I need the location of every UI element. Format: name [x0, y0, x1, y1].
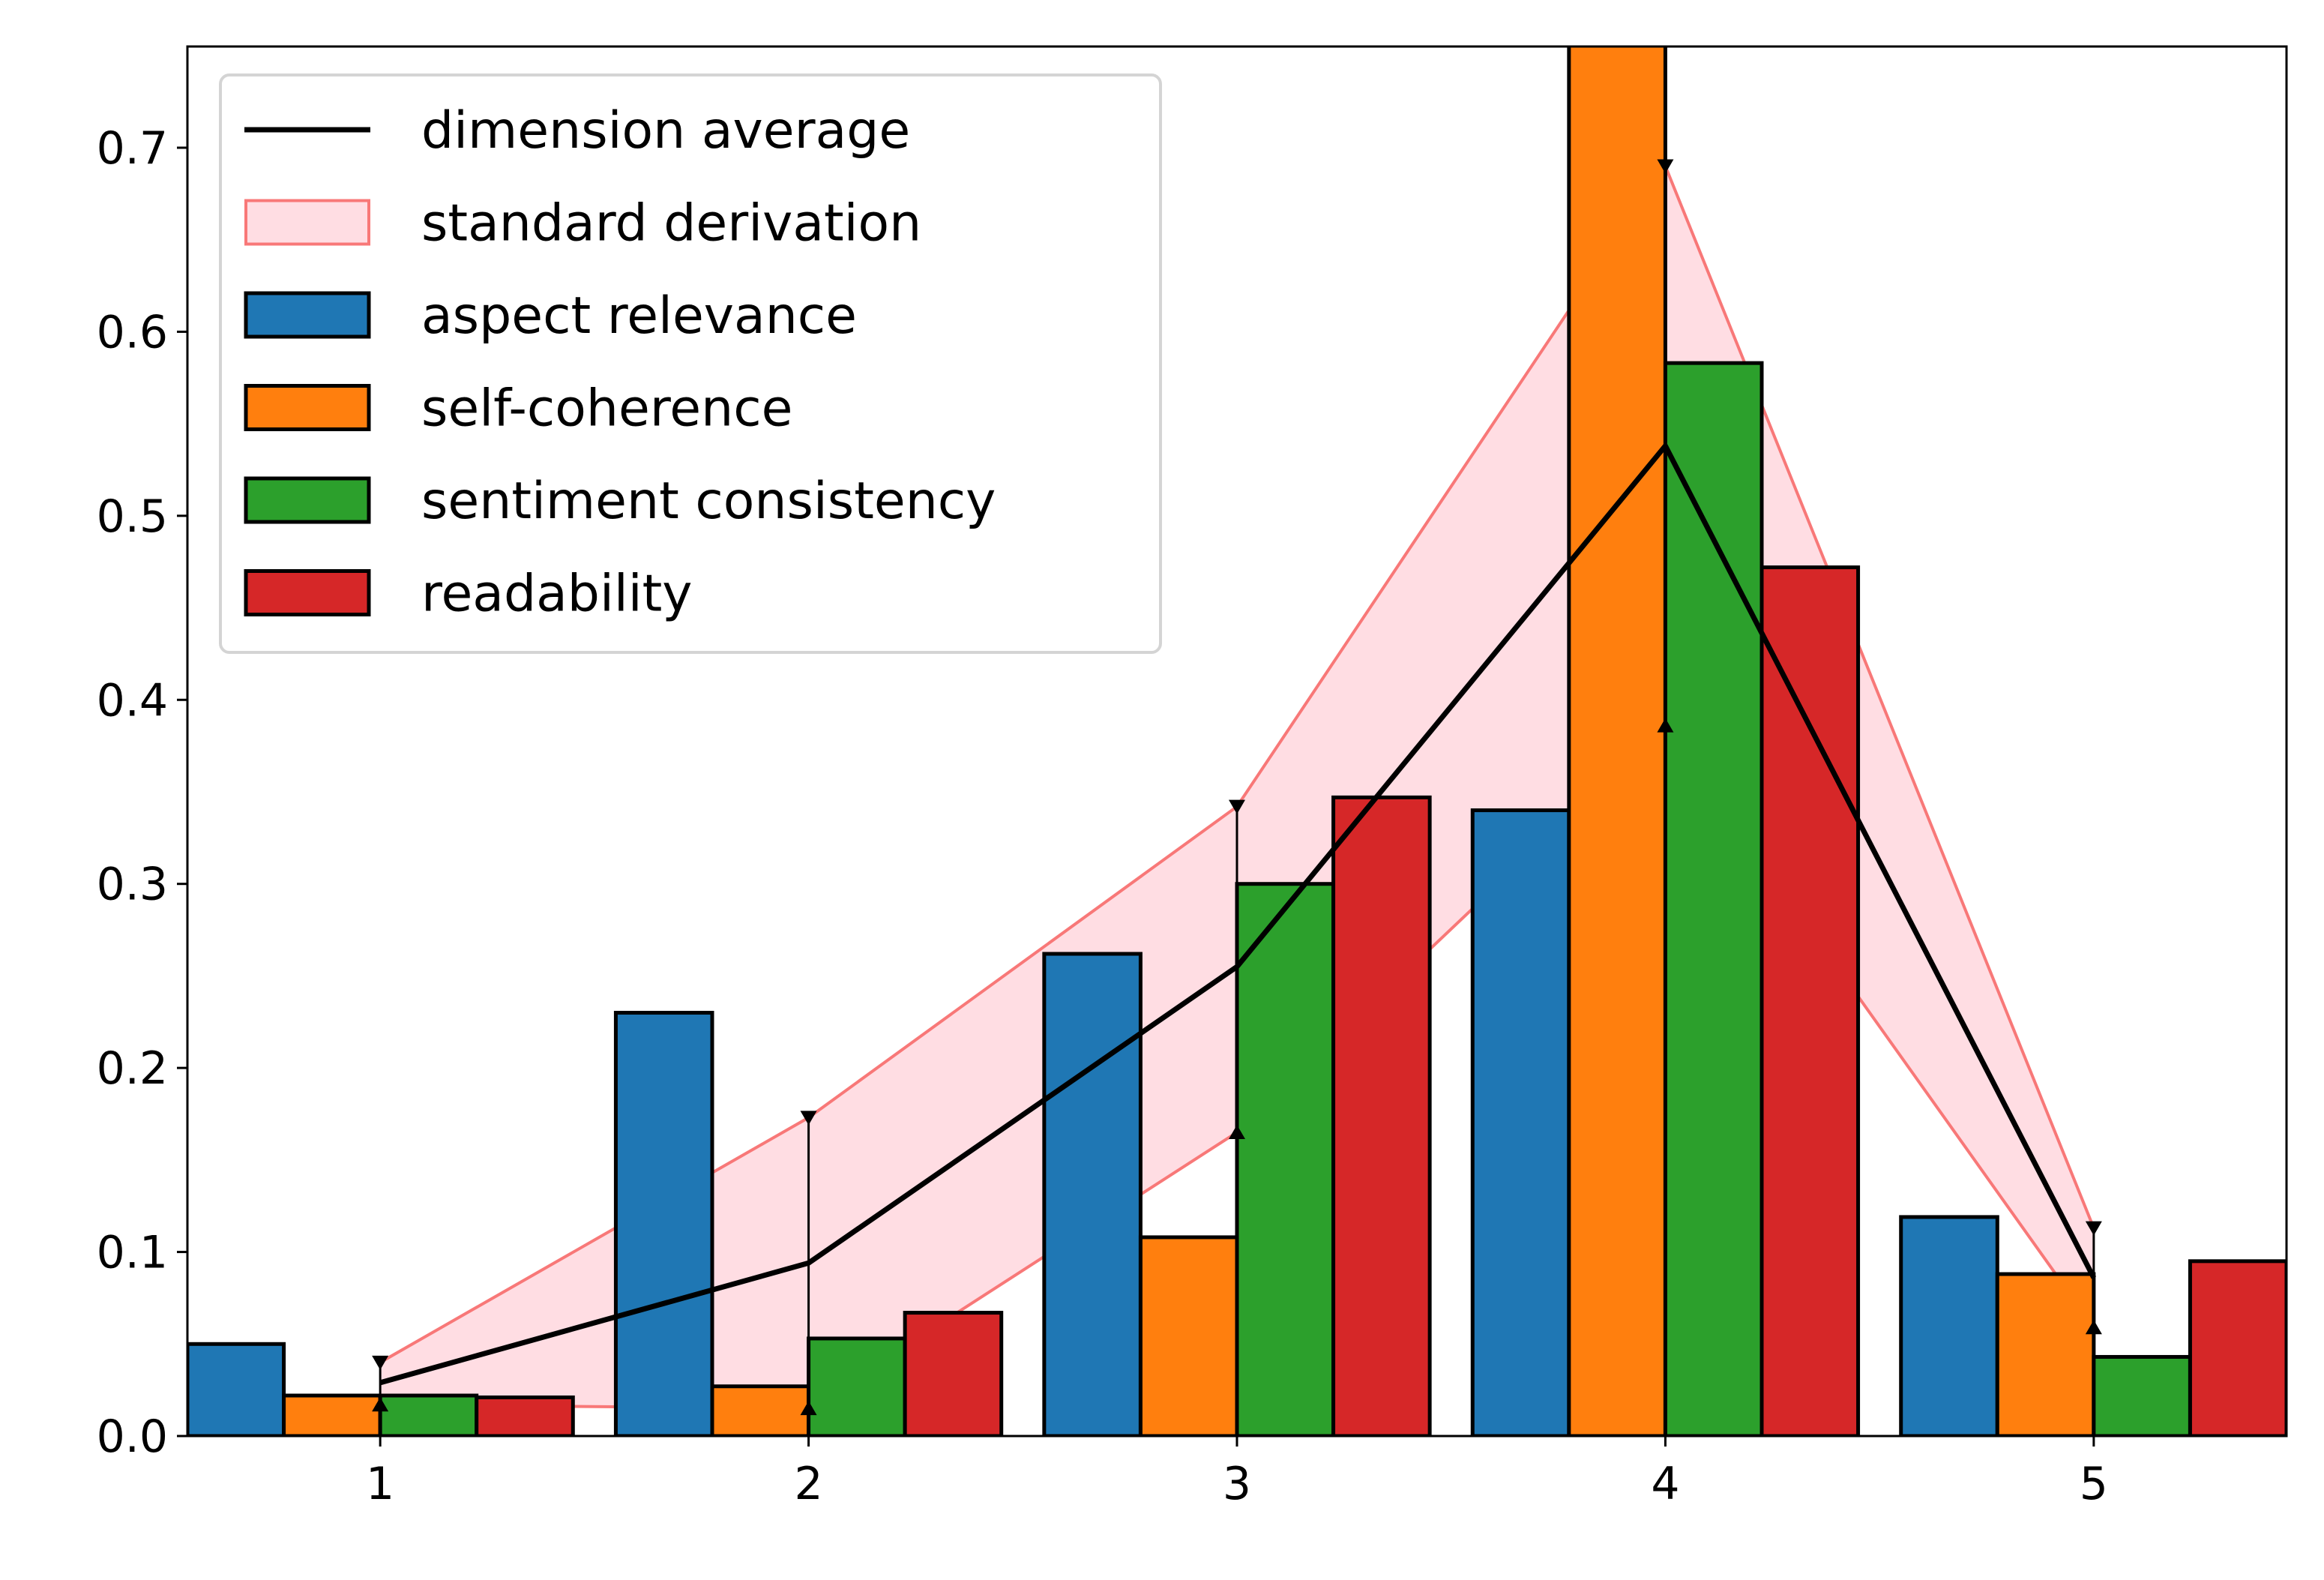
- bar-readability-3: [1331, 795, 1432, 1436]
- bar-self-coherence-3: [1138, 1235, 1239, 1436]
- legend-swatch-sentiment-consistency: [244, 476, 371, 524]
- legend-label-sentiment-consistency: sentiment consistency: [421, 472, 996, 531]
- bar-self-coherence-1: [282, 1393, 382, 1436]
- legend-label-self-coherence: self-coherence: [421, 379, 792, 439]
- y-tick-label-3: 0.3: [97, 859, 168, 911]
- bar-readability-1: [475, 1395, 575, 1436]
- bar-self-coherence-5: [1995, 1272, 2096, 1436]
- y-tick-label-0: 0.0: [97, 1411, 168, 1463]
- legend-swatch-self-coherence: [244, 384, 371, 431]
- x-tick-label-4: 5: [2080, 1458, 2108, 1510]
- bar-self-coherence-2: [710, 1384, 811, 1436]
- legend-swatch-aspect-relevance: [244, 291, 371, 339]
- plot-area: [187, 46, 2287, 1436]
- error-cap-lower-5: [2085, 1320, 2102, 1335]
- bar-readability-5: [2188, 1259, 2287, 1436]
- error-cap-lower-2: [800, 1401, 817, 1416]
- x-axis: 1 2 3 4 5: [366, 1436, 2108, 1510]
- bar-self-coherence-4: [1567, 46, 1667, 1436]
- x-tick-label-2: 3: [1223, 1458, 1251, 1510]
- error-cap-upper-1: [372, 1355, 389, 1370]
- legend-swatch-standard-derivation: [244, 199, 370, 246]
- x-tick-label-3: 4: [1651, 1458, 1679, 1510]
- bar-aspect-relevance-4: [1470, 808, 1571, 1436]
- legend-label-readability: readability: [421, 565, 693, 624]
- error-cap-lower-3: [1229, 1125, 1245, 1140]
- bar-aspect-relevance-3: [1042, 952, 1143, 1436]
- y-tick-label-2: 0.2: [97, 1042, 168, 1095]
- y-tick-label-5: 0.5: [97, 490, 168, 543]
- x-tick-label-0: 1: [366, 1458, 394, 1510]
- bar-aspect-relevance-5: [1899, 1215, 1999, 1436]
- y-tick-label-1: 0.1: [97, 1227, 168, 1279]
- error-cap-upper-3: [1229, 799, 1245, 814]
- y-tick-label-4: 0.4: [97, 674, 168, 727]
- bar-sentiment-consistency-3: [1235, 882, 1336, 1436]
- legend-label-dimension-average: dimension average: [421, 101, 910, 160]
- bar-sentiment-consistency-5: [2092, 1354, 2192, 1436]
- bar-sentiment-consistency-4: [1663, 361, 1764, 1436]
- bar-sentiment-consistency-1: [378, 1393, 479, 1436]
- y-tick-label-7: 0.7: [97, 122, 168, 175]
- y-axis: 0.0 0.1 0.2 0.3 0.4 0.5 0.6 0.7: [97, 122, 187, 1463]
- bar-sentiment-consistency-2: [807, 1336, 907, 1436]
- bar-aspect-relevance-1: [187, 1342, 286, 1436]
- x-tick-label-1: 2: [794, 1458, 822, 1510]
- error-cap-upper-2: [800, 1111, 817, 1126]
- legend-swatch-readability: [244, 569, 371, 616]
- legend: dimension average standard derivation aspe…: [219, 73, 1162, 654]
- error-cap-lower-4: [1657, 718, 1674, 733]
- error-cap-upper-5: [2085, 1221, 2102, 1236]
- y-tick-label-6: 0.6: [97, 306, 168, 358]
- error-cap-upper-4: [1657, 159, 1674, 174]
- error-cap-lower-1: [372, 1397, 389, 1412]
- legend-frame: [219, 73, 1162, 654]
- bar-readability-2: [903, 1311, 1004, 1436]
- bar-readability-4: [1759, 565, 1861, 1436]
- bar-aspect-relevance-2: [613, 1011, 714, 1436]
- legend-label-aspect-relevance: aspect relevance: [421, 286, 857, 346]
- legend-label-standard-derivation: standard derivation: [421, 194, 921, 253]
